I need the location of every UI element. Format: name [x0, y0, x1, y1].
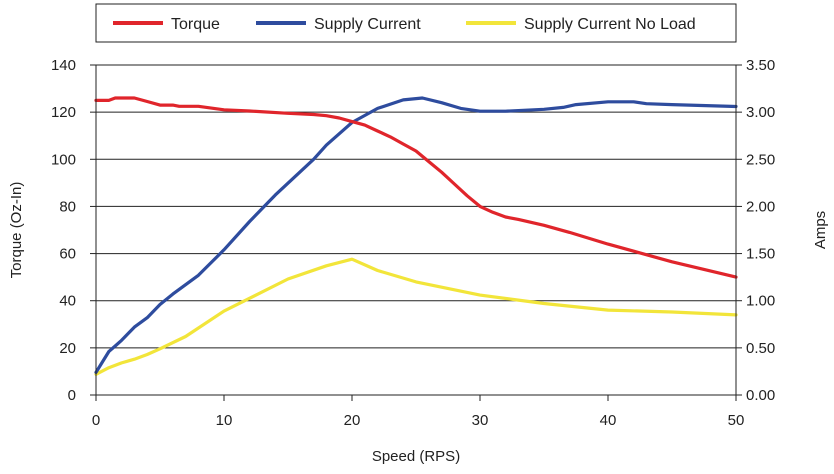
legend-label-torque: Torque — [171, 16, 220, 33]
y-right-tick-label: 0.00 — [746, 387, 775, 404]
x-tick-label: 20 — [344, 412, 361, 429]
legend-label-supply-current-no-load: Supply Current No Load — [524, 16, 696, 33]
y-right-tick-label: 1.00 — [746, 293, 775, 310]
legend: Torque Supply Current Supply Current No … — [95, 3, 737, 43]
x-axis-title: Speed (RPS) — [372, 448, 460, 465]
supply-current-no-load-line — [94, 257, 738, 376]
y-right-tick-label: 0.50 — [746, 340, 775, 357]
x-tick-label: 0 — [92, 412, 100, 429]
y-left-tick-label: 40 — [59, 293, 76, 310]
y-right-tick-label: 1.50 — [746, 246, 775, 263]
x-tick-label: 50 — [728, 412, 745, 429]
y-right-axis-title: Amps — [812, 211, 829, 249]
grid — [96, 64, 736, 396]
y-left-tick-label: 140 — [51, 57, 76, 74]
x-tick-label: 10 — [216, 412, 233, 429]
y-left-ticks: 0 20 40 60 80 100 120 140 — [51, 57, 96, 404]
y-left-tick-label: 20 — [59, 340, 76, 357]
y-left-tick-label: 120 — [51, 104, 76, 121]
y-left-tick-label: 60 — [59, 246, 76, 263]
plot-frame — [95, 64, 737, 396]
torque-line — [94, 96, 738, 279]
y-left-axis-title: Torque (Oz-In) — [8, 182, 25, 279]
y-left-tick-label: 100 — [51, 151, 76, 168]
y-left-tick-label: 80 — [59, 198, 76, 215]
y-right-tick-label: 2.00 — [746, 198, 775, 215]
y-right-ticks: 0.00 0.50 1.00 1.50 2.00 2.50 3.00 3.50 — [736, 57, 775, 404]
y-right-tick-label: 2.50 — [746, 151, 775, 168]
legend-box — [95, 3, 737, 43]
series-layer — [94, 96, 738, 376]
x-tick-label: 30 — [472, 412, 489, 429]
x-tick-label: 40 — [600, 412, 617, 429]
y-right-tick-label: 3.50 — [746, 57, 775, 74]
legend-label-supply-current: Supply Current — [314, 16, 421, 33]
y-left-tick-label: 0 — [68, 387, 76, 404]
x-ticks: 0 10 20 30 40 50 — [92, 395, 745, 429]
y-right-tick-label: 3.00 — [746, 104, 775, 121]
